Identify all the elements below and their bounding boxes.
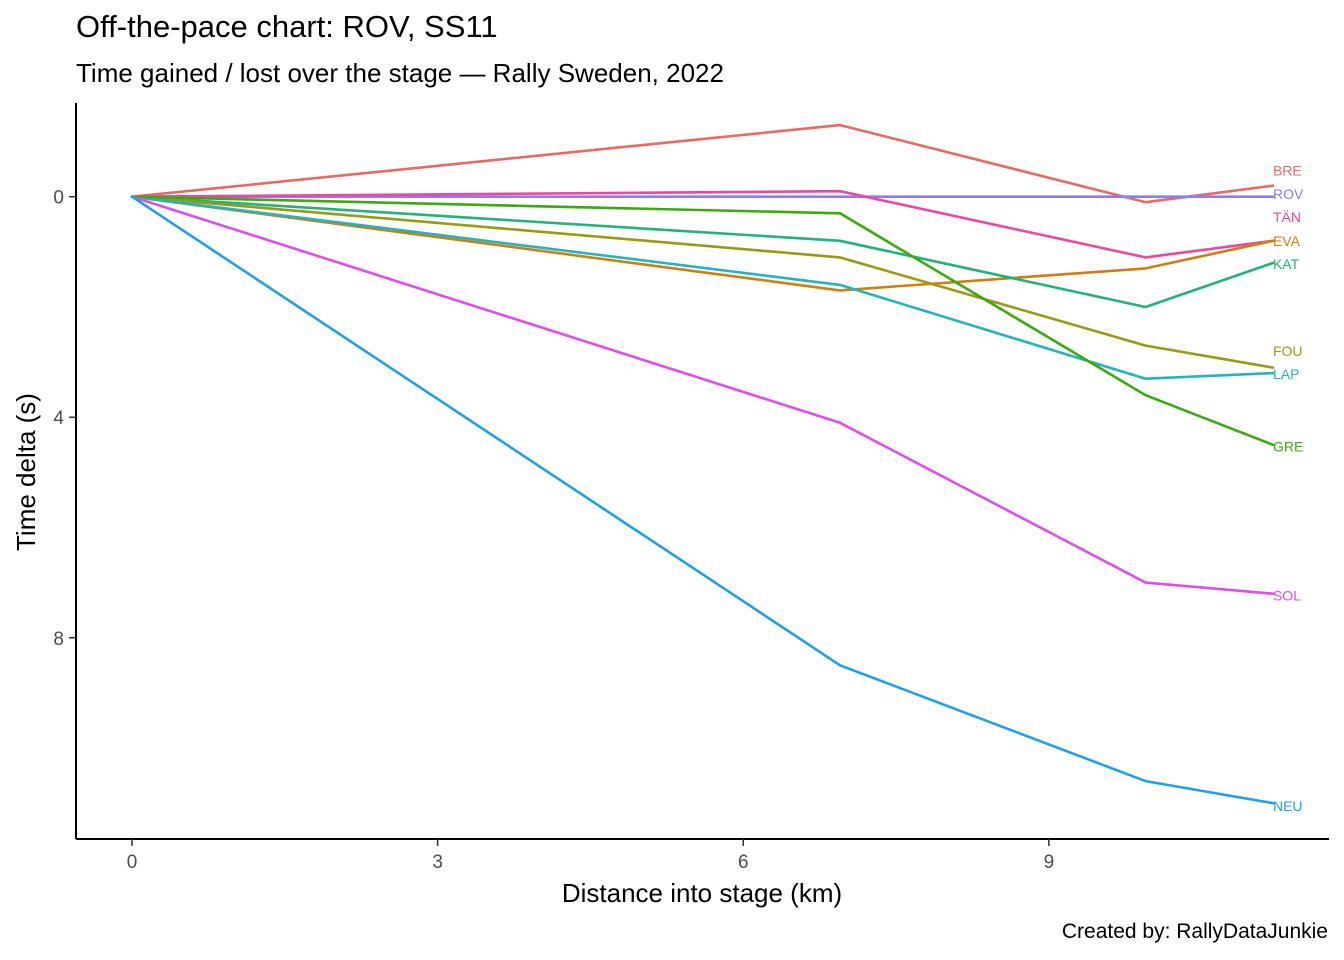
series-line-tän [130,189,1275,259]
series-label-gre: GRE [1273,438,1303,454]
caption: Created by: RallyDataJunkie [1061,920,1328,943]
y-tick-label: 4 [53,408,64,429]
series-label-kat: KAT [1273,256,1300,272]
series-label-lap: LAP [1273,366,1299,382]
series-label-eva: EVA [1273,233,1301,249]
chart-title: Off-the-pace chart: ROV, SS11 [76,9,498,44]
series-line-lap [130,195,1275,381]
series-end-labels: BRE ROV TÄN EVA KAT FOU LAP GRE SOL NEU [1273,162,1304,814]
x-tick-label: 6 [738,852,749,873]
y-tick-label: 8 [53,629,64,650]
series-label-fou: FOU [1273,343,1303,359]
series-line-bre [130,123,1275,204]
series-line-fou [130,195,1275,369]
series-lines [130,123,1275,805]
series-line-gre [130,195,1275,447]
series-line-eva [130,195,1275,292]
axes: 0 3 6 9 0 4 8 [53,103,1329,873]
chart-subtitle: Time gained / lost over the stage — Rall… [76,58,724,88]
series-label-neu: NEU [1273,798,1303,814]
y-axis-title: Time delta (s) [11,393,41,551]
series-line-neu [130,195,1275,805]
x-axis-title: Distance into stage (km) [562,878,842,908]
series-line-sol [130,195,1275,596]
x-tick-label: 3 [432,852,443,873]
series-label-rov: ROV [1273,186,1304,202]
series-label-sol: SOL [1273,587,1301,603]
x-tick-label: 9 [1044,852,1055,873]
series-line-kat [130,195,1275,309]
y-tick-label: 0 [53,188,64,209]
series-label-tän: TÄN [1273,209,1301,225]
series-label-bre: BRE [1273,162,1302,178]
x-tick-label: 0 [127,852,138,873]
